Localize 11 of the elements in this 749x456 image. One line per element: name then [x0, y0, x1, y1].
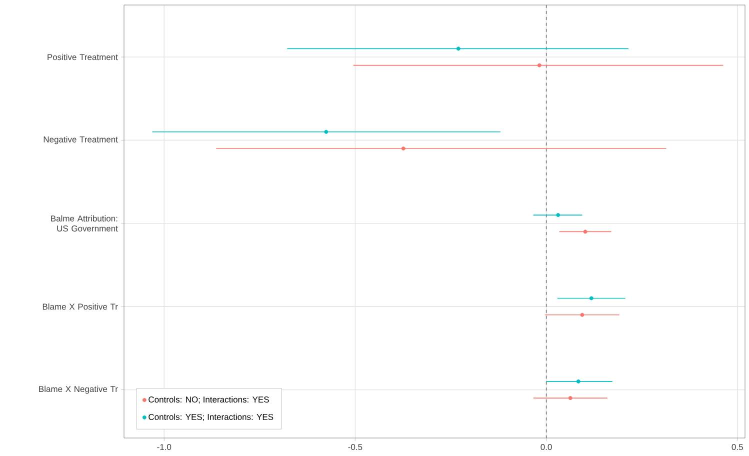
x-tick-label: -1.0 [157, 444, 172, 450]
y-tick-label: Positive Treatment [48, 54, 118, 60]
y-tick-label: Blame X Negative Tr [39, 386, 118, 394]
x-tick-label: 0.5 [732, 444, 743, 450]
x-tick-label: 0.0 [540, 444, 552, 450]
x-tick-label: -0.5 [348, 444, 362, 450]
y-tick-label: Negative Treatment [44, 136, 118, 144]
y-tick-label: Blame X Positive Tr [42, 303, 118, 310]
legend-label: Controls: NO; Interactions: YES [148, 396, 269, 404]
y-tick-label: Balme Attribution: US Government [51, 215, 118, 232]
legend-label: Controls: YES; Interactions: YES [148, 414, 274, 421]
